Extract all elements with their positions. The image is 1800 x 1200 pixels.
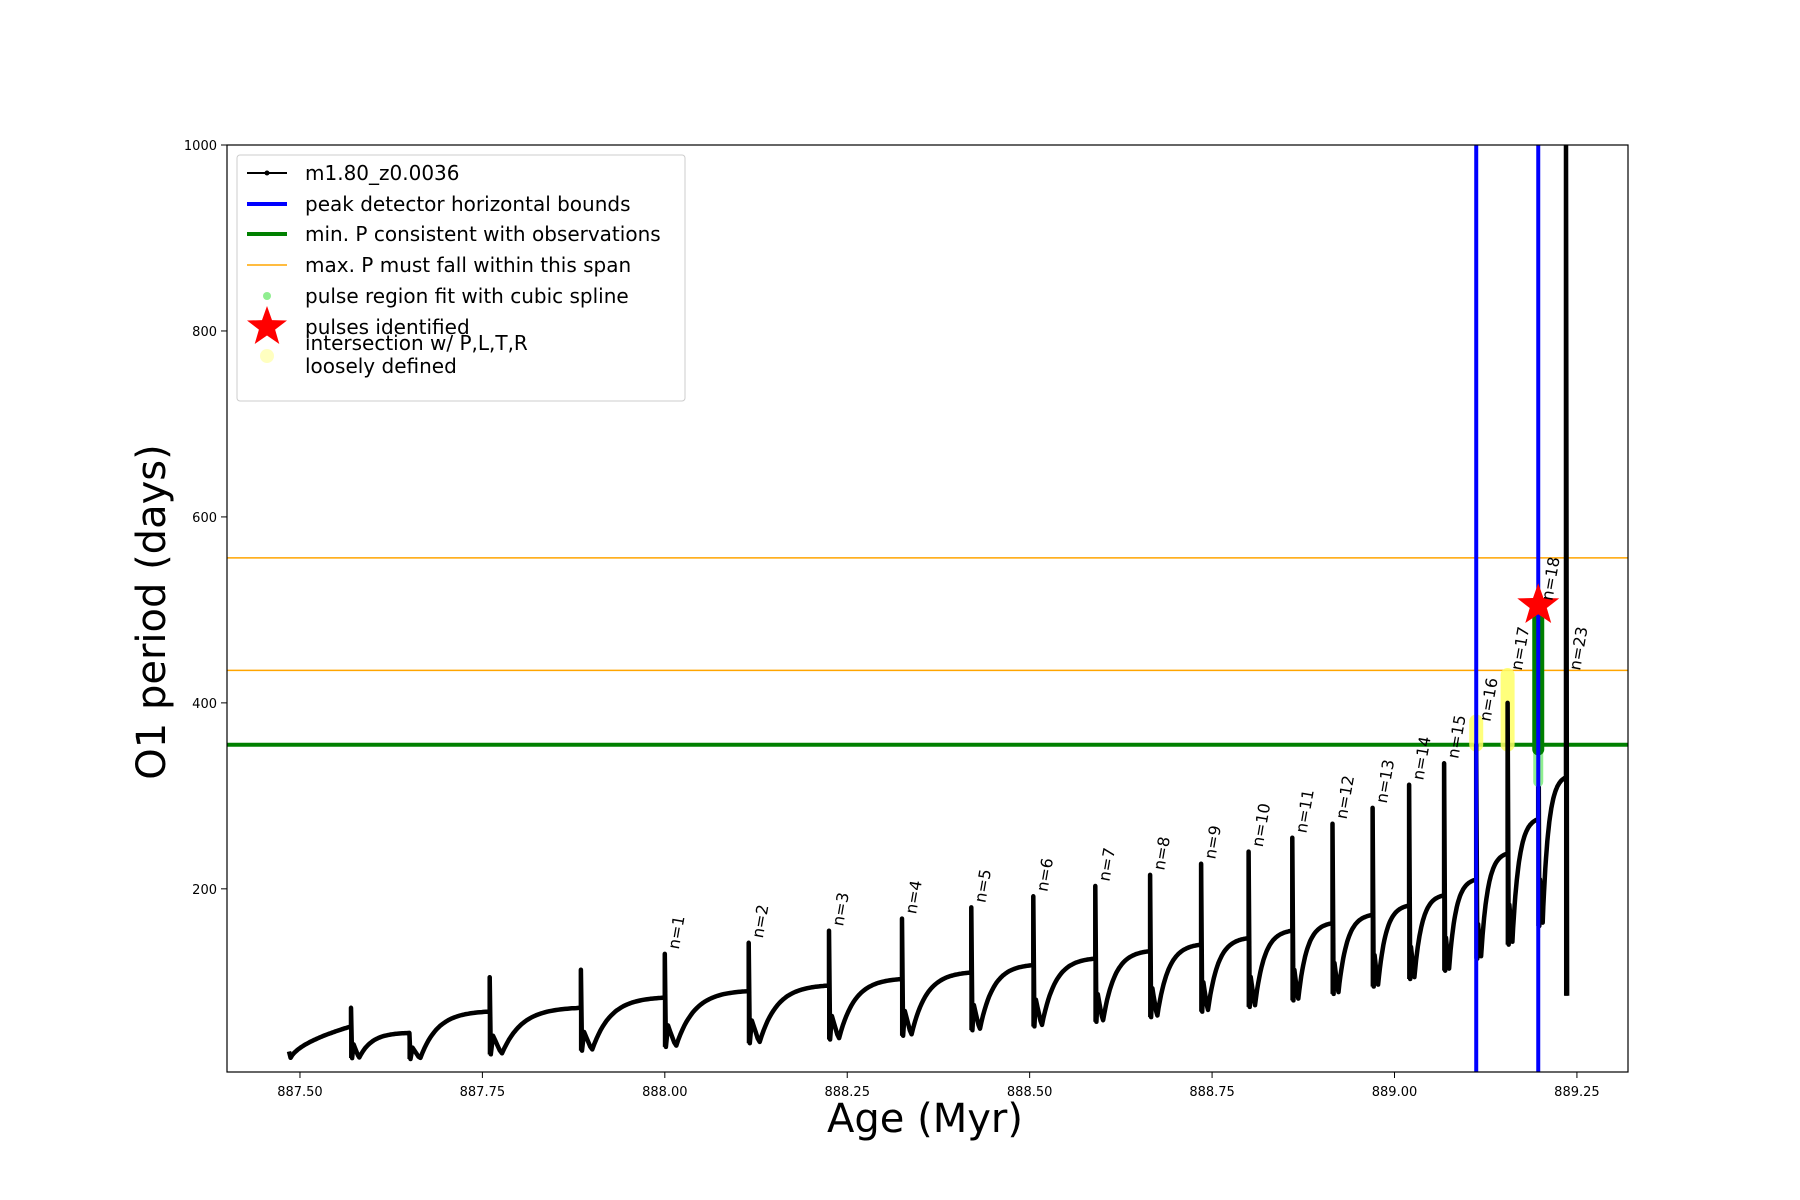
plot-area: [227, 145, 1628, 1072]
legend-label-1: m1.80_z0.0036: [305, 161, 460, 185]
series-line-m1.80_z0.0036: [286, 145, 1570, 1062]
legend-label-2: peak detector horizontal bounds: [305, 192, 631, 216]
x-tick-label-7: 889.00: [1372, 1085, 1418, 1100]
x-tick-label-3: 888.00: [642, 1085, 688, 1100]
x-tick-label-8: 889.25: [1554, 1085, 1600, 1100]
legend-box: [236, 154, 686, 402]
legend-swatch-marker-1: [264, 170, 270, 176]
axes: 887.50 887.75 888.00 888.25 888.50 888.75 889.…: [184, 139, 1629, 1100]
y-tick-label-2: 400: [192, 697, 217, 712]
y-tick-label-1: 200: [192, 883, 217, 898]
y-tick-label-3: 600: [192, 511, 217, 526]
legend-swatch-7: [260, 349, 274, 363]
legend-label-6: pulses identified: [305, 315, 470, 339]
x-axis-title: Age (Myr): [827, 1096, 1023, 1142]
legend-label-4: max. P must fall within this span: [305, 253, 631, 277]
pulse-identified-star: [1517, 583, 1560, 623]
y-tick-label-4: 800: [192, 325, 217, 340]
axes-frame: [226, 144, 1629, 1073]
plot-clipped-group: [227, 145, 1628, 1072]
x-tick-label-6: 888.75: [1189, 1085, 1235, 1100]
x-tick-label-1: 887.50: [277, 1085, 323, 1100]
legend-swatch-6: [247, 306, 287, 344]
y-axis-title: O1 period (days): [129, 444, 175, 779]
legend-swatch-5: [263, 292, 271, 300]
x-tick-label-5: 888.50: [1007, 1085, 1053, 1100]
legend-label-5: pulse region fit with cubic spline: [305, 284, 629, 308]
legend-label-3: min. P consistent with observations: [305, 222, 661, 246]
x-tick-label-4: 888.25: [824, 1085, 870, 1100]
legend-label-7-line2: loosely defined: [305, 354, 457, 378]
y-tick-label-5: 1000: [184, 139, 217, 154]
legend-label-7: intersection w/ P,L,T,R: [305, 331, 528, 355]
x-tick-label-2: 887.75: [460, 1085, 506, 1100]
